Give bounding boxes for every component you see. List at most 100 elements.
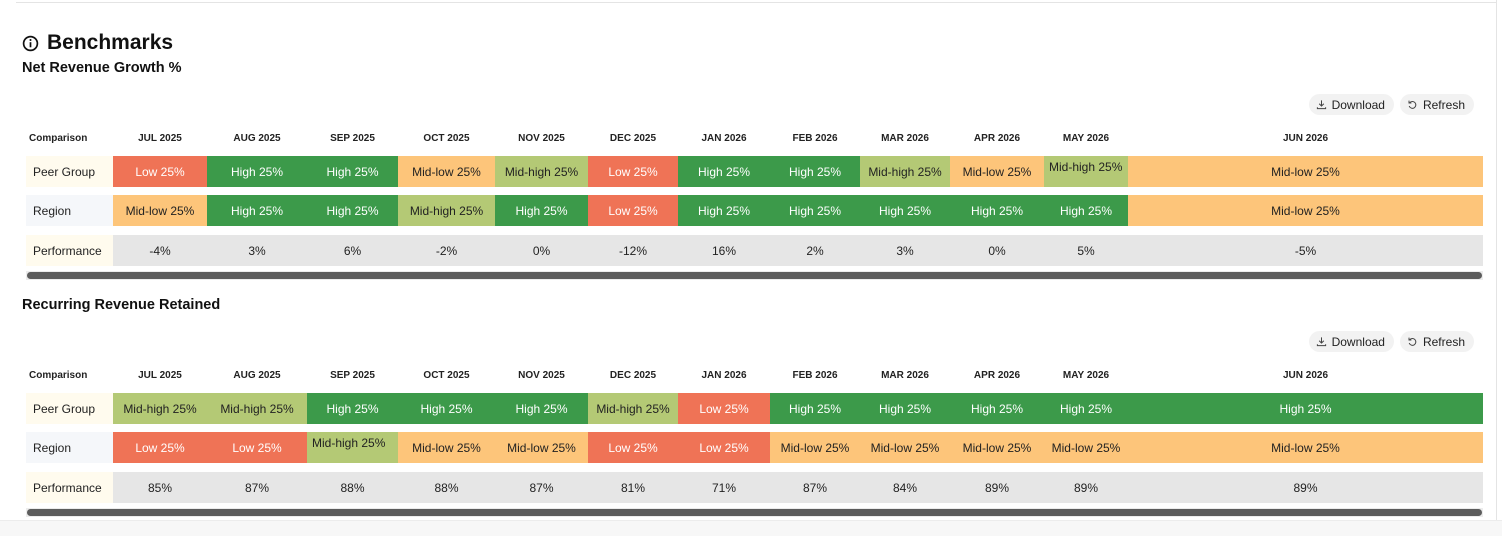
horizontal-scrollbar[interactable] [26, 508, 1483, 517]
table-row-region: Region Mid-low 25% High 25% High 25% Mid… [26, 195, 1483, 226]
table-cell: High 25% [207, 156, 307, 187]
table-cell: -2% [398, 235, 495, 266]
table-cell: Mid-low 25% [398, 432, 495, 463]
refresh-button[interactable]: Refresh [1399, 94, 1474, 115]
table-cell: -4% [113, 235, 207, 266]
table-cell: Mid-low 25% [1128, 432, 1483, 463]
table-cell: 5% [1044, 235, 1128, 266]
table-cell: Mid-low 25% [950, 156, 1044, 187]
row-label: Region [26, 195, 113, 226]
table-cell: High 25% [950, 393, 1044, 424]
horizontal-scrollbar[interactable] [26, 271, 1483, 280]
table-cell: Mid-low 25% [398, 156, 495, 187]
table-cell: Mid-low 25% [1128, 195, 1483, 226]
table-cell: 71% [678, 472, 770, 503]
table-cell: High 25% [678, 195, 770, 226]
column-header: Comparison [29, 132, 88, 144]
column-header: OCT 2025 [423, 132, 470, 144]
column-header: APR 2026 [973, 369, 1021, 381]
table-cell: High 25% [1044, 195, 1128, 226]
row-label: Performance [26, 235, 113, 266]
column-header: JUN 2026 [1282, 369, 1329, 381]
refresh-label: Refresh [1422, 334, 1465, 349]
column-header: JAN 2026 [701, 132, 747, 144]
download-label: Download [1331, 334, 1385, 349]
table-header-row: Comparison JUL 2025 AUG 2025 SEP 2025 OC… [26, 365, 1483, 385]
table-cell: 3% [860, 235, 950, 266]
refresh-button[interactable]: Refresh [1399, 331, 1474, 352]
table-cell: Low 25% [588, 156, 678, 187]
row-label: Peer Group [26, 393, 113, 424]
table-cell: High 25% [1128, 393, 1483, 424]
column-header: NOV 2025 [518, 369, 565, 381]
table-cell: Low 25% [678, 432, 770, 463]
refresh-icon [1408, 337, 1417, 346]
table-cell: Mid-high 25% [588, 393, 678, 424]
table-cell: High 25% [678, 156, 770, 187]
column-header: OCT 2025 [423, 369, 470, 381]
table-cell: High 25% [307, 393, 398, 424]
table-cell: 87% [495, 472, 588, 503]
row-label: Region [26, 432, 113, 463]
column-header: JUN 2026 [1282, 132, 1329, 144]
table-cell: 16% [678, 235, 770, 266]
table-cell: High 25% [207, 195, 307, 226]
column-header: JUL 2025 [138, 132, 182, 144]
table-cell: 81% [588, 472, 678, 503]
table-cell: 89% [1044, 472, 1128, 503]
column-header: MAR 2026 [881, 369, 929, 381]
table-cell: 85% [113, 472, 207, 503]
row-label: Performance [26, 472, 113, 503]
scrollbar-thumb[interactable] [27, 509, 1482, 516]
column-header: FEB 2026 [792, 369, 838, 381]
table-cell: High 25% [398, 393, 495, 424]
section-title: Recurring Revenue Retained [22, 297, 221, 313]
download-icon [1316, 337, 1326, 347]
column-header: NOV 2025 [518, 132, 565, 144]
table-cell: Low 25% [207, 432, 307, 463]
table-cell: 3% [207, 235, 307, 266]
table-cell: Mid-high 25% [495, 156, 588, 187]
table-cell: Low 25% [678, 393, 770, 424]
page-bottom-edge [0, 520, 1502, 536]
table-cell: -12% [588, 235, 678, 266]
table-cell: Mid-low 25% [950, 432, 1044, 463]
table-cell: High 25% [307, 195, 398, 226]
table-cell: -5% [1128, 235, 1483, 266]
column-header: Comparison [29, 369, 88, 381]
column-header: JUL 2025 [138, 369, 182, 381]
download-button[interactable]: Download [1308, 331, 1394, 352]
column-header: SEP 2025 [330, 369, 375, 381]
table-cell: High 25% [495, 393, 588, 424]
scrollbar-thumb[interactable] [27, 272, 1482, 279]
table-cell: Low 25% [588, 195, 678, 226]
page-title: Benchmarks [47, 31, 174, 54]
net-revenue-growth-section: Net Revenue Growth % Download Refresh Co… [22, 60, 1484, 285]
column-header: DEC 2025 [609, 132, 657, 144]
table-cell: High 25% [950, 195, 1044, 226]
table-row-performance: Performance 85% 87% 88% 88% 87% 81% 71% … [26, 472, 1483, 503]
column-header: MAY 2026 [1062, 369, 1110, 381]
table-cell: High 25% [860, 393, 950, 424]
table-cell: 84% [860, 472, 950, 503]
column-header: APR 2026 [973, 132, 1021, 144]
column-header: AUG 2025 [233, 369, 281, 381]
table-row-peer-group: Peer Group Low 25% High 25% High 25% Mid… [26, 156, 1483, 187]
table-cell: High 25% [860, 195, 950, 226]
column-header: DEC 2025 [609, 369, 657, 381]
table-header-row: Comparison JUL 2025 AUG 2025 SEP 2025 OC… [26, 128, 1483, 148]
column-header: MAY 2026 [1062, 132, 1110, 144]
table-cell: Low 25% [113, 156, 207, 187]
table-cell: Mid-low 25% [770, 432, 860, 463]
table-cell: Mid-high 25% [207, 393, 307, 424]
table-row-performance: Performance -4% 3% 6% -2% 0% -12% 16% 2%… [26, 235, 1483, 266]
column-header: JAN 2026 [701, 369, 747, 381]
table-cell: 88% [307, 472, 398, 503]
table-row-region: Region Low 25% Low 25% Mid-high 25% Mid-… [26, 432, 1483, 463]
refresh-label: Refresh [1422, 97, 1465, 112]
table-cell: 88% [398, 472, 495, 503]
column-header: AUG 2025 [233, 132, 281, 144]
download-button[interactable]: Download [1308, 94, 1394, 115]
recurring-revenue-retained-section: Recurring Revenue Retained Download Refr… [22, 297, 1484, 522]
benchmarks-header: Benchmarks [22, 31, 173, 55]
